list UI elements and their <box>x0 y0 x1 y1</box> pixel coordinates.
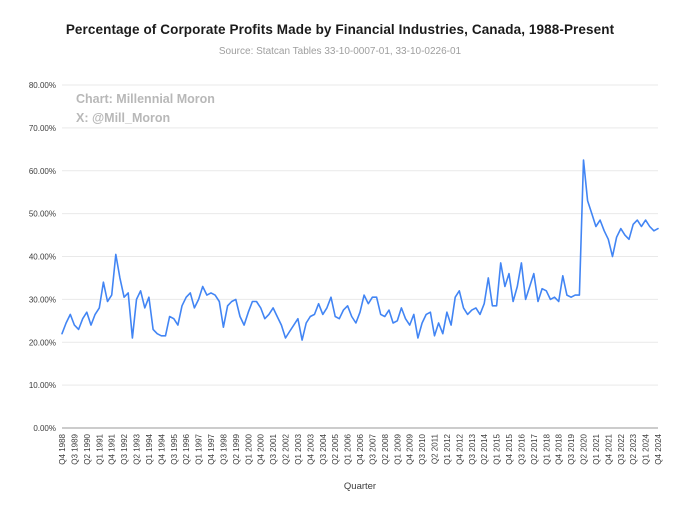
x-tick-label: Q4 1991 <box>108 433 117 464</box>
x-tick-label: Q4 2018 <box>555 433 564 464</box>
x-tick-label: Q2 2011 <box>431 433 440 464</box>
x-tick-label: Q1 2021 <box>592 433 601 464</box>
x-tick-label: Q1 1994 <box>145 433 154 464</box>
x-tick-label: Q3 2019 <box>567 433 576 464</box>
watermark-line2: X: @Mill_Moron <box>76 111 171 126</box>
x-tick-label: Q3 2022 <box>617 433 626 464</box>
chart-source: Source: Statcan Tables 33-10-0007-01, 33… <box>218 46 462 57</box>
y-tick-label: 30.00% <box>29 295 56 304</box>
x-tick-label: Q1 2012 <box>443 433 452 464</box>
y-tick-label: 50.00% <box>29 210 56 219</box>
watermark-line1: Chart: Millennial Moron <box>76 92 215 106</box>
x-tick-label: Q4 2000 <box>257 433 266 464</box>
x-tick-label: Q1 2018 <box>542 433 551 464</box>
x-tick-label: Q3 2016 <box>517 433 526 464</box>
x-tick-label: Q3 2004 <box>319 433 328 464</box>
x-tick-label: Q2 2020 <box>580 433 589 464</box>
x-tick-label: Q4 2012 <box>455 433 464 464</box>
y-tick-label: 0.00% <box>33 424 56 433</box>
x-tick-label: Q1 2015 <box>493 433 502 464</box>
y-tick-label: 60.00% <box>29 167 56 176</box>
x-tick-label: Q1 2003 <box>294 433 303 464</box>
x-tick-label: Q2 2017 <box>530 433 539 464</box>
x-tick-label: Q2 1993 <box>133 433 142 464</box>
x-tick-label: Q2 2008 <box>381 433 390 464</box>
y-tick-label: 40.00% <box>29 253 56 262</box>
x-tick-label: Q2 1996 <box>182 433 191 464</box>
x-tick-label: Q3 1992 <box>120 433 129 464</box>
x-tick-label: Q3 1998 <box>219 433 228 464</box>
x-tick-label: Q3 2001 <box>269 433 278 464</box>
x-tick-label: Q1 2000 <box>244 433 253 464</box>
x-tick-label: Q2 1999 <box>232 433 241 464</box>
y-tick-label: 80.00% <box>29 81 56 90</box>
x-tick-label: Q4 2009 <box>406 433 415 464</box>
x-tick-label: Q4 2006 <box>356 433 365 464</box>
x-tick-label: Q2 2005 <box>331 433 340 464</box>
x-tick-label: Q3 2007 <box>368 433 377 464</box>
x-tick-label: Q4 2021 <box>604 433 613 464</box>
chart-title: Percentage of Corporate Profits Made by … <box>65 22 615 37</box>
x-tick-label: Q4 1988 <box>58 433 67 464</box>
x-tick-label: Q1 1991 <box>95 433 104 464</box>
x-tick-label: Q4 1994 <box>157 433 166 464</box>
x-tick-label: Q2 1990 <box>83 433 92 464</box>
x-tick-label: Q1 2006 <box>344 433 353 464</box>
x-tick-label: Q4 2015 <box>505 433 514 464</box>
x-tick-label: Q1 2024 <box>642 433 651 464</box>
x-tick-label: Q2 2014 <box>480 433 489 464</box>
y-tick-label: 70.00% <box>29 124 56 133</box>
financial-profit-share-line <box>61 159 659 341</box>
x-tick-label: Q3 2010 <box>418 433 427 464</box>
y-tick-label: 20.00% <box>29 338 56 347</box>
x-tick-label: Q3 1989 <box>70 433 79 464</box>
x-axis-title: Quarter <box>343 481 377 492</box>
x-tick-label: Q2 2023 <box>629 433 638 464</box>
x-tick-label: Q3 1995 <box>170 433 179 464</box>
y-tick-label: 10.00% <box>29 381 56 390</box>
x-tick-label: Q4 2003 <box>306 433 315 464</box>
x-tick-label: Q4 1997 <box>207 433 216 464</box>
x-tick-label: Q4 2024 <box>654 433 663 464</box>
x-tick-label: Q1 2009 <box>393 433 402 464</box>
x-tick-label: Q2 2002 <box>282 433 291 464</box>
x-tick-label: Q3 2013 <box>468 433 477 464</box>
watermark: Chart: Millennial Moron X: @Mill_Moron <box>76 90 215 129</box>
x-tick-label: Q1 1997 <box>195 433 204 464</box>
